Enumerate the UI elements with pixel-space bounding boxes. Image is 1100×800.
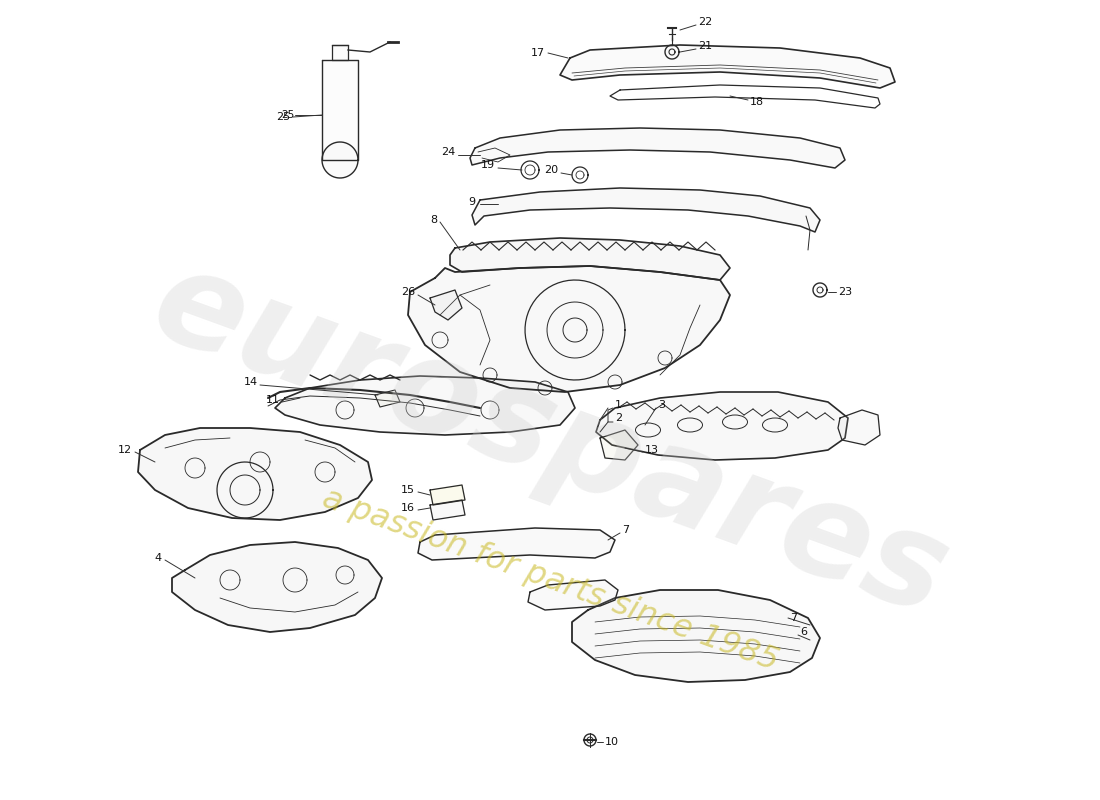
Text: 21: 21 — [698, 41, 712, 51]
Text: 25: 25 — [282, 110, 295, 120]
Text: 17: 17 — [531, 48, 544, 58]
Text: 15: 15 — [402, 485, 415, 495]
Polygon shape — [430, 290, 462, 320]
Text: 12: 12 — [118, 445, 132, 455]
Text: 22: 22 — [698, 17, 713, 27]
Text: 13: 13 — [645, 445, 659, 455]
Text: 26: 26 — [400, 287, 415, 297]
Polygon shape — [408, 266, 730, 392]
Text: 6: 6 — [800, 627, 807, 637]
Polygon shape — [528, 580, 618, 610]
Text: a passion for parts since 1985: a passion for parts since 1985 — [318, 483, 782, 677]
Text: 7: 7 — [790, 613, 798, 623]
Text: 10: 10 — [605, 737, 619, 747]
Polygon shape — [418, 528, 615, 560]
Text: 18: 18 — [750, 97, 764, 107]
Polygon shape — [596, 392, 848, 460]
Text: 3: 3 — [658, 400, 666, 410]
Polygon shape — [472, 188, 820, 232]
Polygon shape — [172, 542, 382, 632]
Text: 4: 4 — [155, 553, 162, 563]
Text: 14: 14 — [244, 377, 258, 387]
Polygon shape — [275, 376, 575, 435]
Text: 23: 23 — [838, 287, 853, 297]
Polygon shape — [572, 590, 820, 682]
Text: eurospares: eurospares — [136, 238, 964, 642]
Text: 16: 16 — [402, 503, 415, 513]
Polygon shape — [430, 500, 465, 520]
Text: 1: 1 — [615, 400, 622, 410]
Polygon shape — [600, 430, 638, 460]
Polygon shape — [332, 45, 348, 60]
Text: 2: 2 — [615, 413, 623, 423]
Text: 24: 24 — [441, 147, 455, 157]
Polygon shape — [838, 410, 880, 445]
Text: 19: 19 — [481, 160, 495, 170]
Text: 8: 8 — [430, 215, 437, 225]
Text: 7: 7 — [621, 525, 629, 535]
Text: 25: 25 — [276, 112, 290, 122]
Polygon shape — [450, 238, 730, 280]
Polygon shape — [430, 485, 465, 505]
Polygon shape — [322, 60, 358, 160]
Polygon shape — [560, 45, 895, 88]
Polygon shape — [375, 390, 400, 407]
Text: 11: 11 — [266, 395, 280, 405]
Polygon shape — [470, 128, 845, 168]
Polygon shape — [138, 428, 372, 520]
Text: 9: 9 — [468, 197, 475, 207]
Polygon shape — [322, 142, 358, 178]
Text: 20: 20 — [543, 165, 558, 175]
